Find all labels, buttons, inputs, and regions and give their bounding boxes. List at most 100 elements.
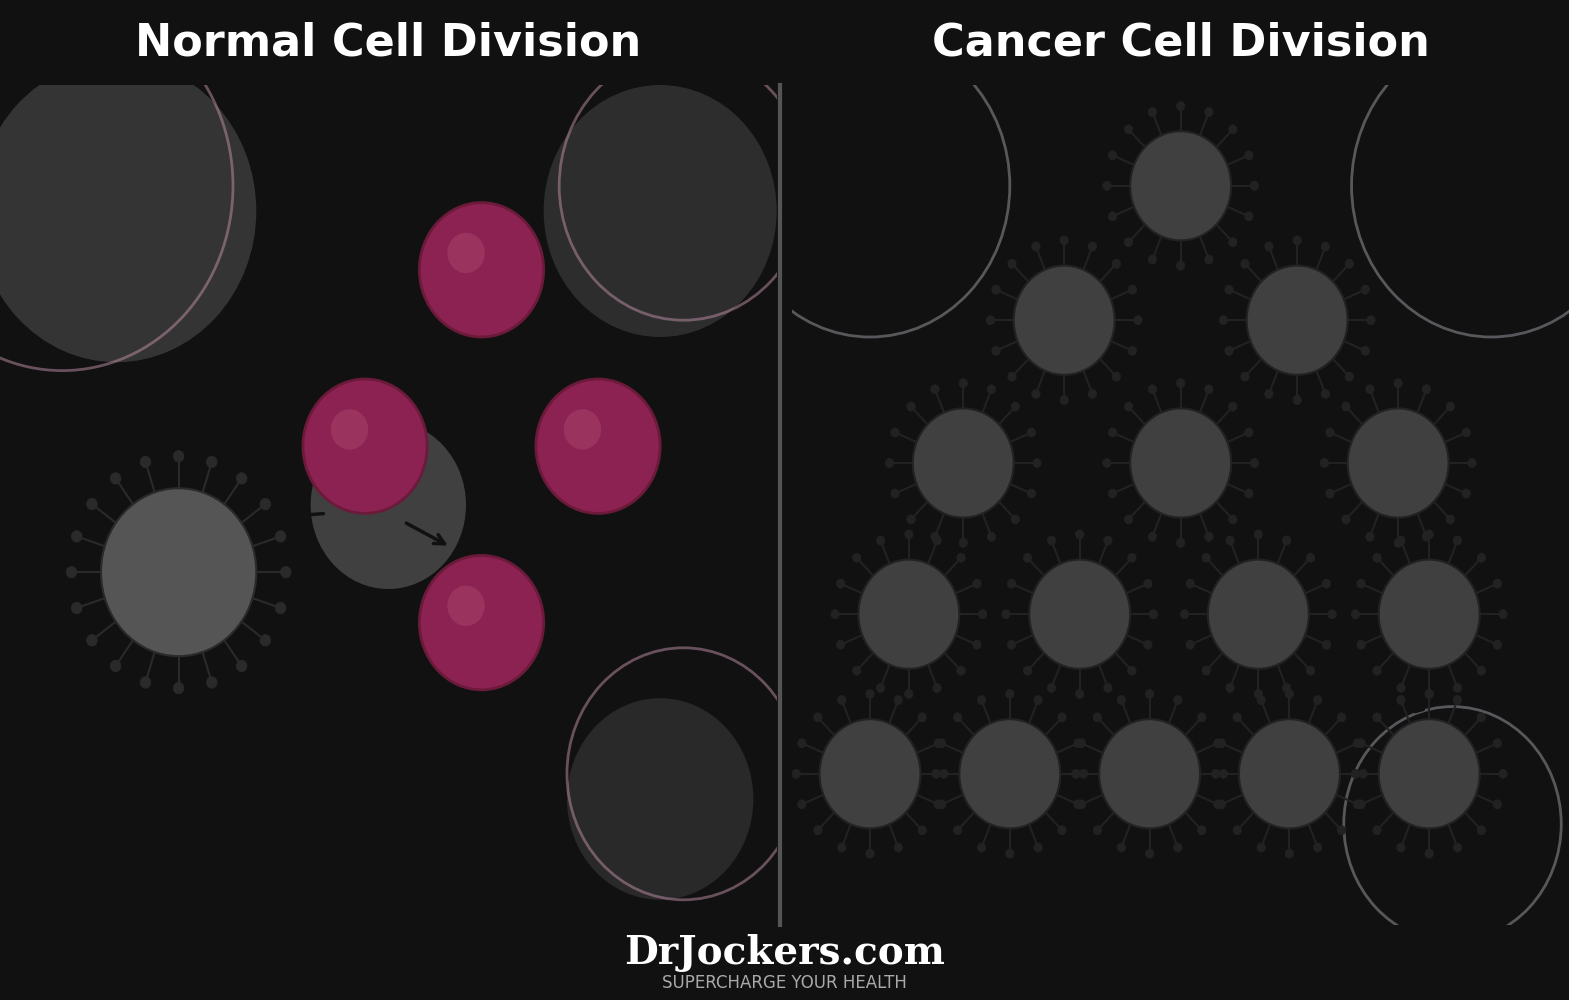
Circle shape <box>905 689 913 699</box>
Circle shape <box>303 379 427 513</box>
Circle shape <box>1205 385 1213 394</box>
Circle shape <box>1447 402 1454 411</box>
Circle shape <box>1453 683 1462 692</box>
Circle shape <box>1072 769 1079 778</box>
Text: Apoptosis
(Cell Death): Apoptosis (Cell Death) <box>82 763 260 819</box>
Circle shape <box>1359 769 1367 778</box>
Circle shape <box>1108 489 1117 498</box>
Circle shape <box>1006 689 1014 699</box>
Circle shape <box>930 385 940 394</box>
Circle shape <box>1498 610 1508 619</box>
Circle shape <box>566 698 753 900</box>
Circle shape <box>419 555 543 690</box>
Circle shape <box>1128 346 1136 355</box>
Circle shape <box>1254 530 1263 539</box>
Circle shape <box>1373 553 1381 562</box>
Circle shape <box>1079 769 1087 778</box>
Circle shape <box>1197 826 1207 835</box>
Circle shape <box>1229 125 1236 134</box>
Circle shape <box>86 498 97 510</box>
Circle shape <box>1108 428 1117 437</box>
Circle shape <box>934 536 941 545</box>
Circle shape <box>1103 458 1111 468</box>
Circle shape <box>1425 689 1434 699</box>
Circle shape <box>1010 402 1020 411</box>
Circle shape <box>1112 259 1120 268</box>
Circle shape <box>1177 379 1185 388</box>
Circle shape <box>1007 259 1017 268</box>
Circle shape <box>1125 238 1133 247</box>
Circle shape <box>1177 261 1185 270</box>
Circle shape <box>792 769 800 778</box>
Circle shape <box>1061 236 1068 245</box>
Circle shape <box>1134 316 1142 325</box>
Circle shape <box>1323 640 1331 649</box>
Circle shape <box>797 800 806 809</box>
Circle shape <box>173 682 184 694</box>
Circle shape <box>992 346 999 355</box>
Circle shape <box>1357 739 1365 748</box>
Circle shape <box>1078 800 1086 809</box>
Circle shape <box>977 843 985 852</box>
Circle shape <box>814 826 822 835</box>
Circle shape <box>1186 579 1194 588</box>
Circle shape <box>1425 689 1434 699</box>
Circle shape <box>913 408 1014 518</box>
Circle shape <box>1225 683 1235 692</box>
Circle shape <box>973 579 981 588</box>
Circle shape <box>1453 696 1462 705</box>
Circle shape <box>905 530 913 539</box>
Circle shape <box>447 233 485 273</box>
Circle shape <box>1498 769 1508 778</box>
Circle shape <box>1225 346 1233 355</box>
Circle shape <box>1373 826 1381 835</box>
Circle shape <box>1244 212 1254 221</box>
Circle shape <box>1285 849 1293 858</box>
Circle shape <box>1265 242 1272 251</box>
Circle shape <box>1393 538 1403 547</box>
Circle shape <box>959 379 968 388</box>
Circle shape <box>260 635 270 646</box>
Circle shape <box>1345 259 1354 268</box>
Circle shape <box>954 713 962 722</box>
Circle shape <box>1233 713 1241 722</box>
Circle shape <box>275 531 286 542</box>
Circle shape <box>1282 683 1291 692</box>
Circle shape <box>86 635 97 646</box>
Circle shape <box>1145 849 1153 858</box>
Circle shape <box>1379 560 1480 669</box>
Circle shape <box>1149 385 1156 394</box>
Circle shape <box>1094 713 1101 722</box>
Circle shape <box>1010 515 1020 524</box>
Circle shape <box>1326 489 1334 498</box>
Circle shape <box>987 532 996 541</box>
Circle shape <box>140 456 151 468</box>
Circle shape <box>1197 713 1207 722</box>
Circle shape <box>1396 683 1406 692</box>
Circle shape <box>1362 285 1370 294</box>
Circle shape <box>1320 458 1329 468</box>
Circle shape <box>937 739 946 748</box>
Circle shape <box>1032 389 1040 398</box>
Circle shape <box>1379 719 1480 828</box>
Circle shape <box>1393 379 1403 388</box>
Circle shape <box>1422 532 1431 541</box>
Circle shape <box>1453 843 1462 852</box>
Circle shape <box>1032 458 1042 468</box>
Circle shape <box>419 203 543 337</box>
Circle shape <box>1476 713 1486 722</box>
Circle shape <box>447 586 485 626</box>
Circle shape <box>959 719 1061 828</box>
Circle shape <box>1373 713 1381 722</box>
Circle shape <box>1373 666 1381 675</box>
Circle shape <box>1007 579 1015 588</box>
Circle shape <box>877 683 885 692</box>
Circle shape <box>992 285 999 294</box>
Circle shape <box>1047 536 1056 545</box>
Circle shape <box>1149 532 1156 541</box>
Circle shape <box>1130 408 1232 518</box>
Circle shape <box>836 640 844 649</box>
Circle shape <box>1494 739 1502 748</box>
Circle shape <box>979 610 987 619</box>
Circle shape <box>237 473 246 484</box>
